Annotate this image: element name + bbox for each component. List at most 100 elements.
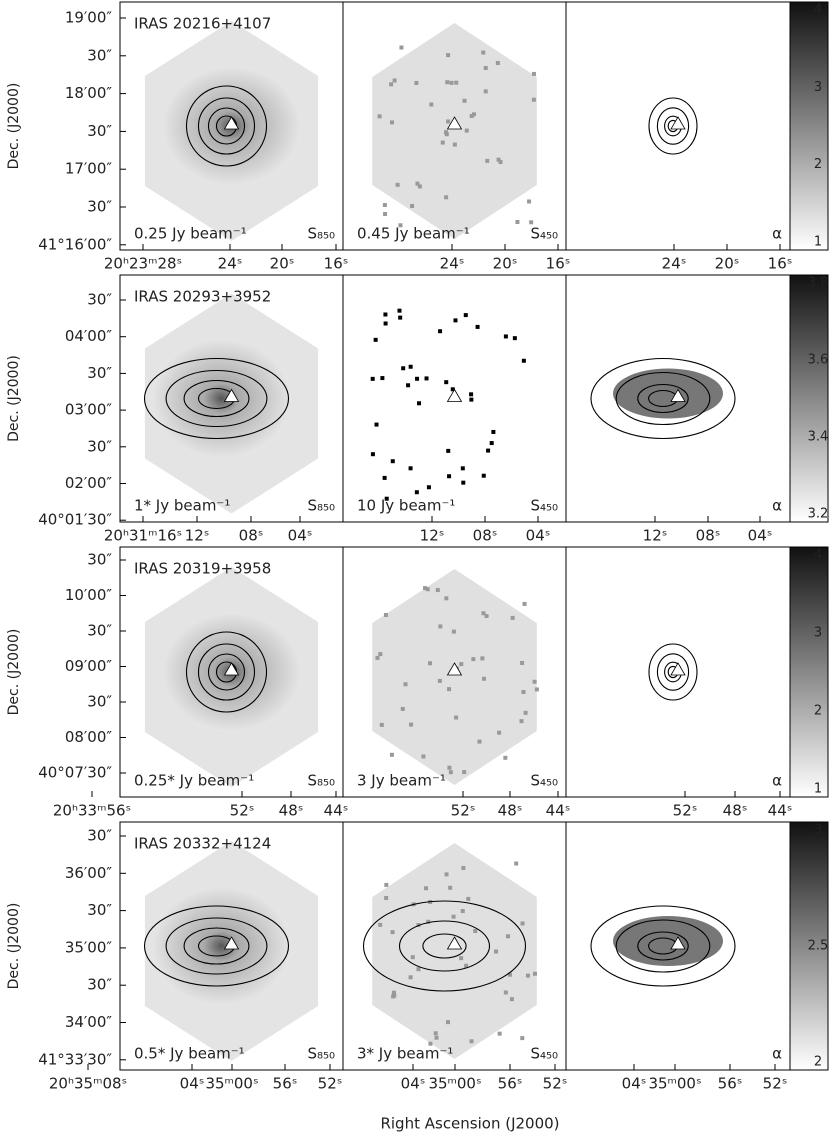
pixel: [454, 715, 459, 720]
y-tick-label: 08′00″: [65, 728, 113, 746]
source-marker: [670, 116, 686, 130]
x-tick-label: 08ˢ: [696, 527, 721, 545]
y-tick-label: 34′00″: [65, 1013, 113, 1031]
y-axis-label: Dec. (J2000): [6, 83, 22, 170]
contour: [207, 107, 246, 145]
pixel: [498, 160, 503, 165]
panel: [590, 905, 736, 987]
band-label: α: [772, 772, 782, 790]
contour: [656, 107, 690, 145]
x-tick-label: 52ˢ: [230, 802, 255, 820]
pixel: [472, 112, 477, 117]
panel: [143, 841, 319, 1061]
contour: [183, 379, 250, 418]
flux-label: 3 Jy beam⁻¹: [357, 772, 446, 790]
pixel: [512, 336, 517, 341]
source-marker: [223, 936, 240, 950]
pixel: [409, 722, 414, 727]
y-tick-label: 30″: [87, 46, 112, 64]
pixel: [497, 1031, 502, 1036]
pixel: [390, 459, 395, 464]
x-tick-label: 12ˢ: [420, 527, 445, 545]
source-marker: [670, 662, 686, 676]
pixel: [414, 80, 419, 85]
pixel: [525, 973, 530, 978]
pixel: [532, 679, 537, 684]
pixel: [444, 872, 449, 877]
source-marker: [670, 936, 686, 950]
pixel: [424, 886, 429, 891]
band-label: S₄₅₀: [530, 1045, 558, 1063]
band-label: S₄₅₀: [530, 225, 558, 243]
colorbar-tick-label: 2.5: [808, 939, 829, 954]
pixel: [463, 313, 468, 318]
pixel: [507, 972, 512, 977]
y-tick-label: 17′00″: [65, 160, 113, 178]
pixel: [444, 130, 449, 135]
source-marker: [223, 662, 240, 676]
colorbar-tick-label: 2: [814, 704, 822, 719]
pixel: [460, 909, 465, 914]
x-tick-label: 04ˢ: [748, 527, 773, 545]
pixel: [454, 80, 459, 85]
emission: [151, 886, 292, 1006]
y-axis-label: Dec. (J2000): [6, 355, 22, 442]
pixel: [389, 752, 394, 757]
y-tick-label: 41°33′30″: [38, 1050, 112, 1068]
pixel: [384, 895, 389, 900]
contour: [207, 653, 246, 691]
pixel: [415, 181, 420, 186]
y-tick-label: 30″: [87, 693, 112, 711]
pixel: [435, 588, 440, 593]
y-tick-label: 30″: [87, 551, 112, 569]
pixel: [425, 587, 430, 592]
pixel: [410, 955, 415, 960]
pixel: [382, 475, 387, 480]
pixel: [444, 132, 449, 137]
map-background: [372, 569, 537, 785]
contour: [422, 933, 467, 959]
contour: [637, 383, 689, 414]
x-tick-label: 52ˢ: [543, 1075, 568, 1093]
y-tick-label: 30″: [87, 827, 112, 845]
x-tick-label: 04ˢ: [401, 1075, 426, 1093]
x-tick-label: 44ˢ: [768, 802, 793, 820]
pixel: [471, 657, 476, 662]
pixel: [481, 473, 486, 478]
pixel: [475, 324, 480, 329]
map-background: [372, 843, 537, 1059]
y-tick-label: 09′00″: [65, 657, 113, 675]
colorbar-tick-label: 3.4: [808, 430, 829, 445]
colorbar-tick-label: 4: [814, 3, 822, 18]
colorbar: [789, 546, 829, 798]
pixel: [433, 1031, 438, 1036]
pixel: [451, 914, 456, 919]
pixel: [392, 993, 397, 998]
pixel: [370, 376, 375, 381]
pixel: [462, 98, 467, 103]
flux-label: 0.45 Jy beam⁻¹: [357, 225, 470, 243]
flux-label: 3* Jy beam⁻¹: [357, 1045, 453, 1063]
x-tick-label: 16ˢ: [768, 255, 793, 273]
pixel: [374, 422, 379, 427]
band-label: α: [772, 497, 782, 515]
colorbar-tick-label: 2: [814, 157, 822, 172]
panel: [362, 843, 537, 1059]
pixel: [489, 441, 494, 446]
alpha-map: [613, 368, 723, 419]
pixel: [408, 364, 413, 369]
contour: [637, 931, 689, 961]
pixel: [529, 220, 534, 225]
pixel: [383, 321, 388, 326]
pixel: [426, 919, 431, 924]
pixel: [447, 474, 452, 479]
x-tick-label: 56ˢ: [273, 1075, 298, 1093]
pixel: [464, 128, 469, 133]
alpha-map: [613, 916, 723, 966]
pixel: [452, 142, 457, 147]
band-label: S₈₅₀: [307, 1045, 335, 1063]
pixel: [521, 689, 526, 694]
x-tick-label: 24ˢ: [662, 255, 687, 273]
contour: [590, 357, 736, 440]
